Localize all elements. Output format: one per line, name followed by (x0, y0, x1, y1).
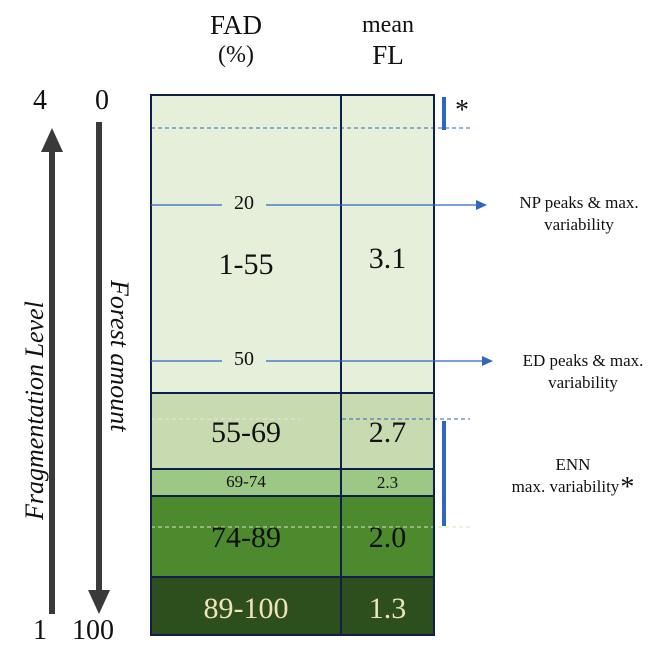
diagram-border (150, 94, 435, 636)
fl-cell-3-1: 3.1 (368, 242, 407, 275)
enn-annotation-line1: ENN (555, 455, 591, 474)
fad-cell-69-74: 69-74 (226, 472, 266, 491)
band-fill-1-55 (151, 95, 434, 393)
ed-annotation-line1: ED peaks & max. (522, 351, 644, 370)
fad-header: FAD (%) (176, 10, 296, 70)
fragmentation-arrow (41, 128, 63, 614)
marker-value-20: 20 (234, 192, 254, 214)
forest-bottom-value: 100 (72, 615, 114, 646)
marker-value-50: 50 (234, 348, 254, 370)
fl-header-line2: FL (372, 40, 404, 70)
marker-50-line (151, 356, 493, 366)
fad-cell-1-55: 1-55 (218, 248, 274, 281)
np-annotation: NP peaks & max. variability (494, 192, 664, 236)
band-fill-55-69 (151, 393, 434, 469)
top-star-marker: * (455, 95, 469, 126)
fl-header-line1: mean (362, 12, 414, 38)
fl-header: mean FL (328, 10, 448, 70)
forest-top-value: 0 (95, 85, 109, 116)
np-annotation-line2: variability (544, 215, 614, 234)
np-annotation-line1: NP peaks & max. (519, 193, 639, 212)
band-fill-89-100 (151, 577, 434, 635)
band-separators (151, 392, 434, 578)
forest-amount-arrow (88, 122, 110, 614)
enn-annotation: ENN max. variability* (478, 454, 668, 502)
band-fill-69-74 (151, 469, 434, 496)
fad-header-line2: (%) (218, 42, 254, 68)
fl-top-value: 4 (33, 85, 47, 116)
enn-annotation-line2: max. variability (511, 477, 620, 496)
fad-cell-74-89: 74-89 (211, 521, 281, 554)
fl-cell-2-0: 2.0 (368, 521, 407, 554)
fl-bottom-value: 1 (33, 615, 47, 646)
enn-star-marker: * (620, 472, 635, 503)
fl-cell-1-3: 1.3 (368, 592, 407, 625)
marker-20-line (151, 200, 487, 210)
ed-annotation-line2: variability (548, 373, 618, 392)
enn-annotation-line2-wrap: max. variability* (478, 474, 668, 502)
band-fill-74-89 (151, 496, 434, 577)
fad-header-line1: FAD (209, 10, 262, 40)
fl-cell-2-3: 2.3 (376, 473, 399, 492)
ed-annotation: ED peaks & max. variability (498, 350, 668, 394)
fad-cell-55-69: 55-69 (211, 416, 281, 449)
fad-cell-89-100: 89-100 (203, 592, 289, 625)
fl-cell-2-7: 2.7 (368, 416, 407, 449)
